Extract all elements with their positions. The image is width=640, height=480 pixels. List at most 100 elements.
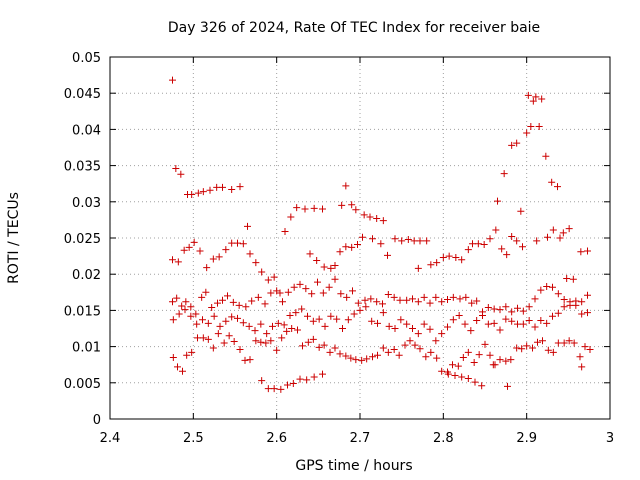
- y-axis-label: ROTI / TECUs: [6, 192, 22, 284]
- data-point-marker: [479, 311, 486, 319]
- data-point-marker: [359, 233, 366, 241]
- data-point-marker: [502, 315, 510, 323]
- data-point-marker: [169, 353, 177, 361]
- data-point-marker: [342, 243, 350, 251]
- data-point-marker: [342, 182, 350, 190]
- data-point-marker: [496, 356, 504, 364]
- data-point-marker: [390, 293, 398, 301]
- data-point-marker: [304, 338, 312, 346]
- data-point-marker: [584, 247, 591, 255]
- axis-ticks: 2.4 2.5 2.6 2.7 2.8 2.9 3 0 0.005 0.01 0.015 0.02 0.…: [64, 51, 614, 446]
- data-point-marker: [169, 298, 176, 306]
- data-point-marker: [468, 299, 476, 307]
- data-point-marker: [484, 304, 492, 312]
- data-point-marker: [426, 325, 434, 333]
- data-point-marker: [321, 322, 329, 330]
- data-point-marker: [560, 296, 568, 304]
- data-point-marker: [475, 351, 483, 359]
- data-point-marker: [336, 350, 344, 358]
- data-point-marker: [385, 322, 393, 330]
- data-point-marker: [449, 361, 456, 369]
- data-points: [169, 76, 594, 393]
- data-point-marker: [320, 341, 328, 349]
- data-point-marker: [302, 285, 310, 293]
- data-point-marker: [273, 346, 281, 354]
- data-point-marker: [531, 323, 539, 331]
- data-point-marker: [252, 259, 260, 267]
- data-point-marker: [508, 141, 516, 149]
- data-point-marker: [214, 299, 221, 307]
- data-point-marker: [310, 204, 318, 212]
- data-point-marker: [349, 287, 356, 295]
- data-point-marker: [490, 305, 498, 313]
- data-point-marker: [537, 286, 545, 294]
- data-point-marker: [554, 290, 562, 298]
- data-point-marker: [433, 354, 441, 362]
- data-point-marker: [313, 256, 321, 264]
- data-point-marker: [338, 201, 346, 209]
- data-point-marker: [293, 204, 301, 212]
- data-point-marker: [181, 306, 189, 314]
- y-tick-label: 0.045: [64, 87, 101, 102]
- data-point-marker: [406, 337, 414, 345]
- y-tick-label: 0.03: [72, 196, 101, 211]
- data-point-marker: [398, 237, 406, 245]
- data-point-marker: [525, 303, 533, 311]
- data-point-marker: [543, 319, 551, 327]
- data-point-marker: [315, 343, 323, 351]
- data-point-marker: [251, 327, 259, 335]
- data-point-marker: [235, 301, 243, 309]
- data-point-marker: [348, 201, 356, 209]
- x-tick-label: 2.8: [433, 431, 454, 446]
- data-point-marker: [416, 237, 424, 245]
- data-point-marker: [379, 300, 386, 308]
- data-point-marker: [461, 320, 469, 328]
- data-point-marker: [339, 325, 346, 332]
- data-point-marker: [175, 310, 183, 318]
- data-point-marker: [264, 276, 272, 284]
- data-point-marker: [273, 287, 281, 295]
- data-point-marker: [263, 330, 271, 338]
- data-point-marker: [230, 338, 238, 346]
- data-point-marker: [369, 353, 376, 361]
- data-point-marker: [584, 291, 591, 299]
- data-point-marker: [502, 357, 510, 365]
- data-point-marker: [444, 370, 452, 378]
- data-point-marker: [216, 322, 224, 330]
- data-point-marker: [554, 339, 562, 347]
- data-point-marker: [354, 241, 361, 249]
- data-point-marker: [314, 278, 321, 286]
- y-tick-label: 0.005: [64, 377, 101, 392]
- data-point-marker: [369, 235, 376, 243]
- data-point-marker: [396, 296, 404, 304]
- data-point-marker: [309, 335, 317, 343]
- data-point-marker: [244, 222, 251, 230]
- data-point-marker: [395, 351, 403, 359]
- data-point-marker: [544, 233, 551, 241]
- data-point-marker: [513, 344, 521, 352]
- data-point-marker: [177, 170, 185, 178]
- data-point-marker: [519, 243, 526, 251]
- data-point-marker: [445, 252, 453, 260]
- data-point-marker: [524, 91, 532, 99]
- data-point-marker: [298, 305, 306, 313]
- data-point-marker: [279, 298, 286, 306]
- data-point-marker: [241, 356, 249, 364]
- data-point-marker: [374, 319, 381, 327]
- data-point-marker: [327, 312, 335, 320]
- data-point-marker: [494, 197, 501, 205]
- data-point-marker: [473, 297, 481, 305]
- data-point-marker: [169, 256, 176, 264]
- data-point-marker: [270, 385, 278, 393]
- data-point-marker: [219, 183, 226, 191]
- data-point-marker: [444, 296, 451, 304]
- data-point-marker: [319, 370, 326, 378]
- data-point-marker: [222, 246, 230, 254]
- data-point-marker: [178, 302, 186, 310]
- data-point-marker: [422, 353, 430, 361]
- data-point-marker: [183, 351, 191, 359]
- data-point-marker: [194, 189, 202, 197]
- data-point-marker: [269, 322, 276, 330]
- data-point-marker: [503, 251, 511, 259]
